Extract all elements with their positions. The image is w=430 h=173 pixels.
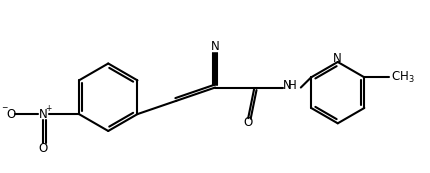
Text: H: H bbox=[288, 79, 296, 92]
Text: N: N bbox=[210, 40, 219, 53]
Text: O: O bbox=[7, 108, 16, 121]
Text: −: − bbox=[2, 103, 8, 112]
Text: +: + bbox=[46, 104, 52, 113]
Text: O: O bbox=[243, 116, 252, 129]
Text: O: O bbox=[39, 142, 48, 155]
Text: N: N bbox=[39, 108, 48, 121]
Text: N: N bbox=[282, 79, 291, 92]
Text: N: N bbox=[332, 52, 341, 65]
Text: CH$_3$: CH$_3$ bbox=[390, 70, 413, 85]
